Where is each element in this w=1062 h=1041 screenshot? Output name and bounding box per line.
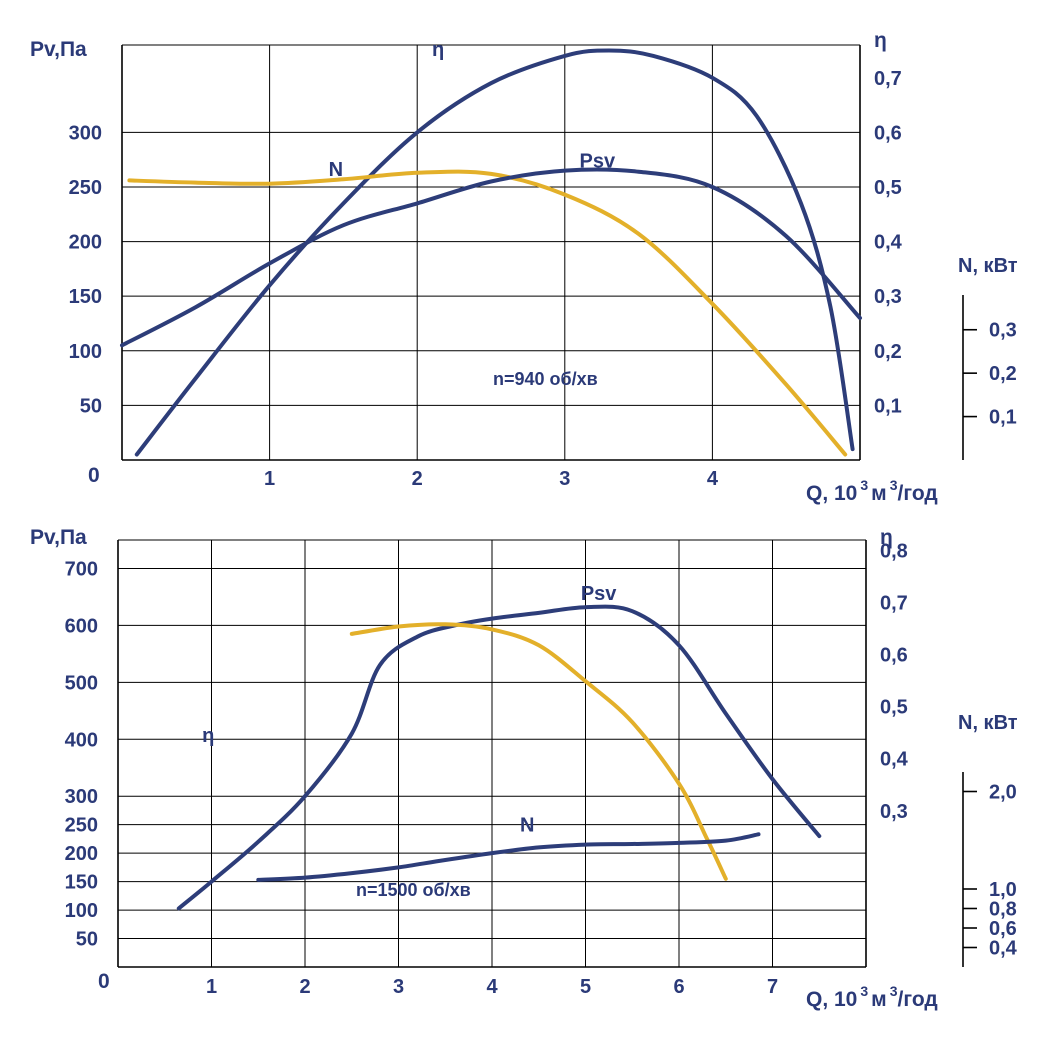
origin-label: 0 — [98, 970, 110, 993]
eta-axis-title: η — [874, 29, 887, 52]
x-axis-title-main: Q, 10 — [806, 482, 857, 505]
x-axis-title: Q, 10 3 м 3/год — [806, 983, 938, 1011]
eta-tick-label: 0,1 — [874, 395, 902, 417]
left-tick-label: 150 — [65, 872, 98, 894]
power-tick-label: 0,4 — [989, 938, 1018, 960]
speed-label: n=940 об/хв — [493, 369, 598, 389]
x-axis-title-mid: м — [871, 482, 887, 505]
left-tick-label: 250 — [65, 815, 98, 837]
eta-tick-label: 0,2 — [874, 341, 902, 363]
x-tick-label: 1 — [206, 976, 217, 998]
series-n-line — [120, 167, 862, 348]
x-axis-title-mid: м — [871, 988, 887, 1011]
left-tick-label: 50 — [80, 395, 102, 417]
left-axis-title: Pv,Па — [30, 526, 87, 549]
x-tick-label: 4 — [707, 468, 719, 490]
power-tick-label: 1,0 — [989, 879, 1017, 901]
power-tick-label: 2,0 — [989, 782, 1017, 804]
series-eta-label: η — [432, 39, 444, 61]
x-tick-label: 4 — [486, 976, 498, 998]
x-axis-title-end: /год — [898, 988, 938, 1011]
x-axis-title-exp1: 3 — [860, 477, 868, 493]
series-eta-line — [134, 48, 855, 457]
eta-tick-label: 0,4 — [874, 232, 903, 254]
series-eta-label: η — [202, 725, 214, 747]
series-eta-line — [176, 604, 822, 911]
left-tick-label: 250 — [69, 177, 102, 199]
x-tick-label: 5 — [580, 976, 591, 998]
power-tick-label: 0,1 — [989, 407, 1017, 429]
series-psv-line — [349, 622, 728, 881]
eta-tick-label: 0,3 — [880, 801, 908, 823]
x-axis-title-exp2: 3 — [890, 477, 898, 493]
series-n-label: N — [520, 814, 534, 836]
x-tick-label: 7 — [767, 976, 778, 998]
x-axis-title-end: /год — [898, 482, 938, 505]
x-axis-title-exp2: 3 — [890, 983, 898, 999]
x-tick-label: 6 — [673, 976, 684, 998]
power-tick-label: 0,2 — [989, 363, 1017, 385]
x-tick-label: 2 — [412, 468, 423, 490]
left-axis-title: Pv,Па — [30, 38, 87, 61]
left-tick-label: 300 — [65, 786, 98, 808]
x-tick-label: 1 — [264, 468, 275, 490]
left-tick-label: 400 — [65, 729, 98, 751]
eta-tick-label: 0,6 — [874, 122, 902, 144]
eta-tick-label: 0,8 — [880, 540, 908, 562]
left-tick-label: 500 — [65, 672, 98, 694]
left-tick-label: 700 — [65, 558, 98, 580]
series-n-label: N — [329, 159, 343, 181]
x-tick-label: 2 — [299, 976, 310, 998]
left-tick-label: 150 — [69, 286, 102, 308]
left-tick-label: 200 — [65, 843, 98, 865]
chart-1500-rpm: 1 2 3 4 5 6 7 50 100 150 200 250 300 400 500 600 700 Pv,П… — [30, 526, 1018, 1011]
series-n-line — [256, 832, 761, 882]
power-tick-label: 0,3 — [989, 320, 1017, 342]
eta-tick-label: 0,5 — [880, 697, 908, 719]
left-tick-label: 300 — [69, 122, 102, 144]
power-axis-title: N, кВт — [958, 712, 1018, 734]
series-psv-line — [127, 169, 848, 457]
chart-940-rpm: 1 2 3 4 50 100 150 200 250 300 Pv,Па η N, кВт 0 0,1 0,2… — [30, 29, 1018, 505]
eta-tick-label: 0,7 — [880, 592, 908, 614]
series-psv-label: Psv — [581, 583, 617, 605]
eta-tick-label: 0,7 — [874, 68, 902, 90]
speed-label: n=1500 об/хв — [356, 880, 471, 900]
eta-tick-label: 0,6 — [880, 645, 908, 667]
x-tick-label: 3 — [393, 976, 404, 998]
power-tick-label: 0,8 — [989, 899, 1017, 921]
left-tick-label: 200 — [69, 232, 102, 254]
power-tick-label: 0,6 — [989, 918, 1017, 940]
eta-tick-label: 0,4 — [880, 749, 909, 771]
x-axis-title-main: Q, 10 — [806, 988, 857, 1011]
x-tick-label: 3 — [559, 468, 570, 490]
left-tick-label: 100 — [69, 341, 102, 363]
x-axis-title: Q, 10 3 м 3/год — [806, 477, 938, 505]
left-tick-label: 50 — [76, 929, 98, 951]
eta-tick-label: 0,5 — [874, 177, 902, 199]
left-tick-label: 100 — [65, 900, 98, 922]
series-psv-label: Psv — [580, 150, 616, 172]
power-axis-title: N, кВт — [958, 255, 1018, 277]
eta-tick-label: 0,3 — [874, 286, 902, 308]
left-tick-label: 600 — [65, 615, 98, 637]
origin-label: 0 — [88, 464, 100, 487]
eta-axis-title: η — [880, 526, 893, 549]
x-axis-title-exp1: 3 — [860, 983, 868, 999]
